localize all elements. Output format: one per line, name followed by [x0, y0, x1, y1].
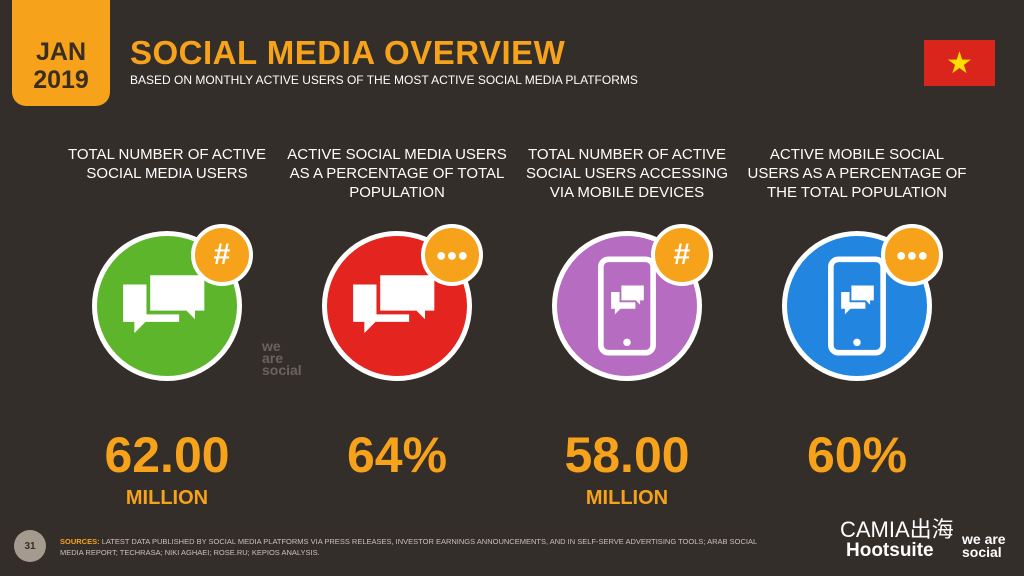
people-icon: ●●● — [435, 244, 469, 265]
stat-card: TOTAL NUMBER OF ACTIVE SOCIAL MEDIA USER… — [57, 145, 277, 510]
camia-watermark: CAMIA出海 — [840, 517, 954, 542]
page-title: SOCIAL MEDIA OVERVIEW — [130, 34, 566, 71]
date-month: JAN — [35, 38, 86, 66]
date-badge: JAN 2019 — [12, 0, 110, 106]
hashtag-icon: # — [673, 238, 691, 271]
stat-circle: ●●● — [322, 224, 483, 381]
stat-badge: ●●● — [881, 224, 943, 286]
stat-value: 64% — [346, 427, 448, 483]
hootsuite-logo: Hootsuite — [846, 540, 934, 561]
stat-circle: # — [552, 224, 713, 381]
stat-label: ACTIVE SOCIAL MEDIA USERS AS A PERCENTAG… — [287, 146, 507, 201]
stat-unit: MILLION — [125, 487, 209, 509]
people-icon: ●●● — [895, 244, 929, 265]
flag-star: ★ — [946, 46, 973, 80]
stat-value: 60% — [806, 427, 908, 483]
we-are-social-watermark: we are social — [262, 338, 302, 378]
stat-card: ACTIVE SOCIAL MEDIA USERS AS A PERCENTAG… — [287, 145, 507, 487]
stat-value: 58.00 — [564, 427, 690, 483]
page-subtitle: BASED ON MONTHLY ACTIVE USERS OF THE MOS… — [130, 73, 638, 87]
stat-value: 62.00 — [104, 427, 230, 483]
date-year: 2019 — [33, 66, 89, 94]
stat-badge: # — [651, 224, 713, 286]
stat-circle: ●●● — [782, 224, 943, 381]
mobile-chat-icon — [557, 236, 697, 376]
stat-card: ACTIVE MOBILE SOCIAL USERS AS A PERCENTA… — [747, 145, 967, 487]
hashtag-icon: # — [213, 238, 231, 271]
mobile-chat-icon — [787, 236, 927, 376]
stat-badge: ●●● — [421, 224, 483, 286]
sources-text: SOURCES: LATEST DATA PUBLISHED BY SOCIAL… — [60, 536, 780, 558]
stat-label: TOTAL NUMBER OF ACTIVE SOCIAL USERS ACCE… — [525, 146, 728, 201]
stat-unit: MILLION — [585, 487, 669, 509]
stat-badge: # — [191, 224, 253, 286]
stat-card: TOTAL NUMBER OF ACTIVE SOCIAL USERS ACCE… — [517, 145, 737, 510]
vietnam-flag-icon: ★ — [924, 40, 995, 86]
stat-circle: # — [92, 224, 253, 381]
sources-body: LATEST DATA PUBLISHED BY SOCIAL MEDIA PL… — [60, 537, 757, 557]
page-number: 31 — [14, 530, 46, 562]
we-are-social-logo: we are social — [962, 531, 1006, 560]
stat-label: ACTIVE MOBILE SOCIAL USERS AS A PERCENTA… — [747, 146, 967, 201]
stat-label: TOTAL NUMBER OF ACTIVE SOCIAL MEDIA USER… — [67, 146, 267, 182]
sources-label: SOURCES: — [60, 537, 100, 546]
